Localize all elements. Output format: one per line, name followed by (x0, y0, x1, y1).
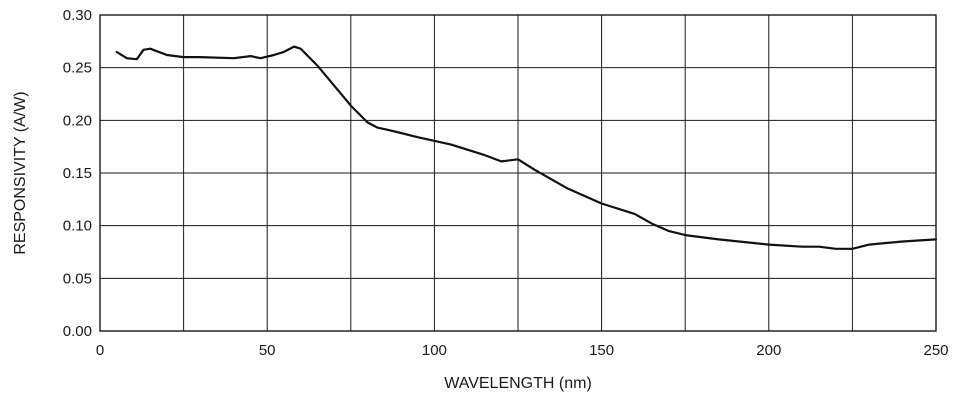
plot-frame (99, 14, 937, 332)
y-tick-label: 0.10 (63, 218, 92, 235)
grid (100, 15, 936, 331)
responsivity-curve (115, 45, 938, 250)
y-tick-label: 0.15 (63, 165, 92, 182)
y-tick-label: 0.25 (63, 60, 92, 77)
y-tick-label: 0.05 (63, 270, 92, 287)
x-axis-title: WAVELENGTH (nm) (444, 375, 592, 392)
y-axis-title: RESPONSIVITY (A/W) (12, 91, 29, 254)
x-axis-ticks: 0 50 100 150 200 250 (96, 342, 949, 359)
x-tick-label: 250 (923, 342, 948, 359)
x-tick-label: 150 (589, 342, 614, 359)
y-axis-ticks: 0.00 0.05 0.10 0.15 0.20 0.25 0.30 (63, 7, 92, 340)
x-tick-label: 200 (756, 342, 781, 359)
y-tick-label: 0.20 (63, 112, 92, 129)
x-tick-label: 50 (259, 342, 276, 359)
x-tick-label: 100 (422, 342, 447, 359)
y-tick-label: 0.00 (63, 323, 92, 340)
y-tick-label: 0.30 (63, 7, 92, 24)
plot-area (115, 45, 938, 250)
x-tick-label: 0 (96, 342, 104, 359)
